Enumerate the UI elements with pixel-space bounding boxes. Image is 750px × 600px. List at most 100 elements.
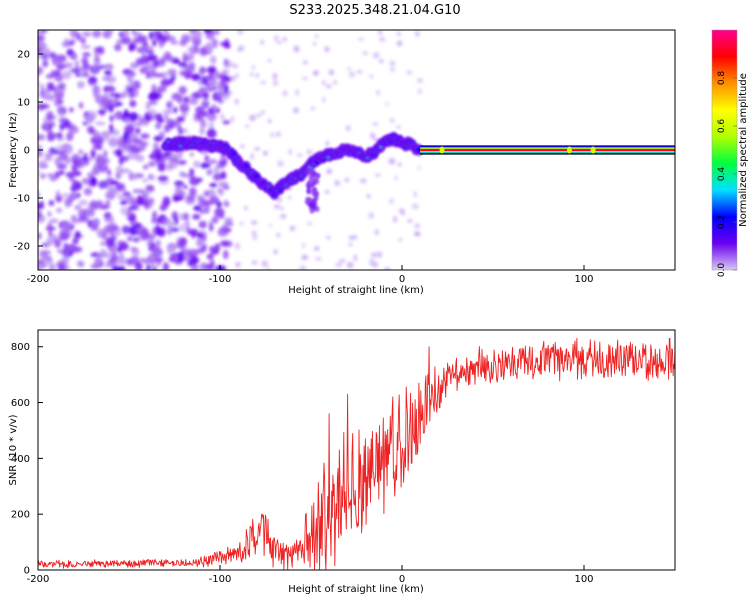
noise-blob xyxy=(266,267,270,270)
noise-blob xyxy=(301,76,309,80)
x-tick-label: 0 xyxy=(399,574,405,585)
noise-blob xyxy=(301,254,309,261)
noise-blob xyxy=(95,200,104,208)
noise-blob xyxy=(326,235,331,240)
noise-blob xyxy=(47,222,53,233)
noise-blob xyxy=(168,257,175,262)
noise-blob xyxy=(189,257,200,263)
noise-blob xyxy=(78,101,84,109)
noise-blob xyxy=(94,257,102,268)
noise-blob xyxy=(25,156,36,164)
noise-blob xyxy=(162,109,174,114)
noise-blob xyxy=(90,149,96,159)
noise-blob xyxy=(108,106,114,113)
noise-blob xyxy=(203,204,210,214)
noise-blob xyxy=(38,73,39,76)
noise-blob xyxy=(93,50,100,56)
spectrogram-steady-band xyxy=(420,145,675,155)
noise-blob xyxy=(140,133,150,139)
noise-blob xyxy=(128,123,134,133)
noise-blob xyxy=(272,72,278,80)
noise-blob xyxy=(390,67,395,73)
noise-blob xyxy=(91,85,102,95)
noise-blob xyxy=(98,180,108,189)
noise-blob xyxy=(66,131,74,142)
noise-blob xyxy=(282,37,287,43)
noise-blob xyxy=(60,257,70,265)
noise-blob xyxy=(111,250,117,261)
noise-blob xyxy=(101,230,108,240)
noise-blob xyxy=(104,200,111,206)
y-tick-label: 0 xyxy=(24,566,30,577)
noise-blob xyxy=(103,92,109,98)
noise-blob xyxy=(378,30,383,36)
noise-blob xyxy=(139,140,148,148)
y-tick-label: 800 xyxy=(11,342,30,353)
noise-blob xyxy=(189,151,195,157)
noise-blob xyxy=(150,246,161,254)
noise-blob xyxy=(184,221,190,226)
noise-blob xyxy=(388,198,394,205)
y-tick-label: 20 xyxy=(17,50,30,61)
noise-blob xyxy=(184,96,189,104)
noise-blob xyxy=(414,223,421,229)
noise-blob xyxy=(374,173,381,177)
noise-blob xyxy=(306,148,313,156)
noise-blob xyxy=(76,261,85,267)
noise-blob xyxy=(155,257,164,263)
noise-blob xyxy=(182,184,188,190)
noise-blob xyxy=(158,39,164,49)
noise-blob xyxy=(27,173,33,181)
noise-blob xyxy=(169,159,179,169)
noise-blob xyxy=(38,55,41,60)
noise-blob xyxy=(127,235,133,242)
noise-blob xyxy=(126,72,134,83)
noise-blob xyxy=(199,162,211,169)
noise-blob xyxy=(176,239,187,249)
noise-blob xyxy=(358,37,364,42)
noise-blob xyxy=(302,242,306,249)
noise-blob xyxy=(92,30,102,38)
noise-blob xyxy=(218,98,224,105)
snr-plot-area xyxy=(38,330,675,570)
noise-blob xyxy=(223,75,231,81)
noise-blob xyxy=(91,64,98,71)
noise-blob xyxy=(314,34,319,39)
noise-blob xyxy=(76,161,84,167)
noise-blob xyxy=(67,245,76,252)
noise-blob xyxy=(123,130,129,141)
noise-blob xyxy=(181,128,188,134)
noise-blob xyxy=(70,185,78,193)
noise-blob xyxy=(155,239,161,248)
noise-blob xyxy=(132,121,144,127)
y-tick-label: 10 xyxy=(17,98,30,109)
noise-blob xyxy=(137,35,148,42)
noise-blob xyxy=(275,131,282,137)
noise-blob xyxy=(313,69,319,76)
noise-blob xyxy=(129,205,138,211)
noise-blob xyxy=(121,36,132,45)
noise-blob xyxy=(157,85,167,93)
noise-blob xyxy=(251,260,258,265)
noise-blob xyxy=(131,30,137,35)
noise-blob xyxy=(67,125,79,134)
noise-blob xyxy=(165,220,175,229)
noise-blob xyxy=(33,73,37,82)
noise-blob xyxy=(219,79,228,86)
noise-blob xyxy=(38,191,41,198)
noise-blob xyxy=(205,67,217,73)
noise-blob xyxy=(165,156,171,161)
colorbar-tick-label: 0.2 xyxy=(717,215,727,229)
noise-blob xyxy=(187,46,199,54)
noise-blob xyxy=(293,45,300,53)
noise-blob xyxy=(279,206,285,210)
noise-blob xyxy=(244,124,250,128)
x-tick-label: -100 xyxy=(209,574,232,585)
noise-blob xyxy=(152,38,157,47)
noise-blob xyxy=(287,196,292,200)
noise-blob xyxy=(103,149,108,159)
signal-blob xyxy=(305,196,311,203)
noise-blob xyxy=(31,31,38,39)
noise-blob xyxy=(268,58,272,63)
noise-blob xyxy=(272,80,279,87)
